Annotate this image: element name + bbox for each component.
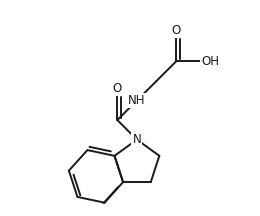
Text: O: O bbox=[171, 24, 181, 37]
Text: NH: NH bbox=[128, 94, 146, 107]
Text: OH: OH bbox=[201, 55, 219, 68]
Text: N: N bbox=[133, 133, 141, 146]
Text: O: O bbox=[113, 82, 122, 95]
